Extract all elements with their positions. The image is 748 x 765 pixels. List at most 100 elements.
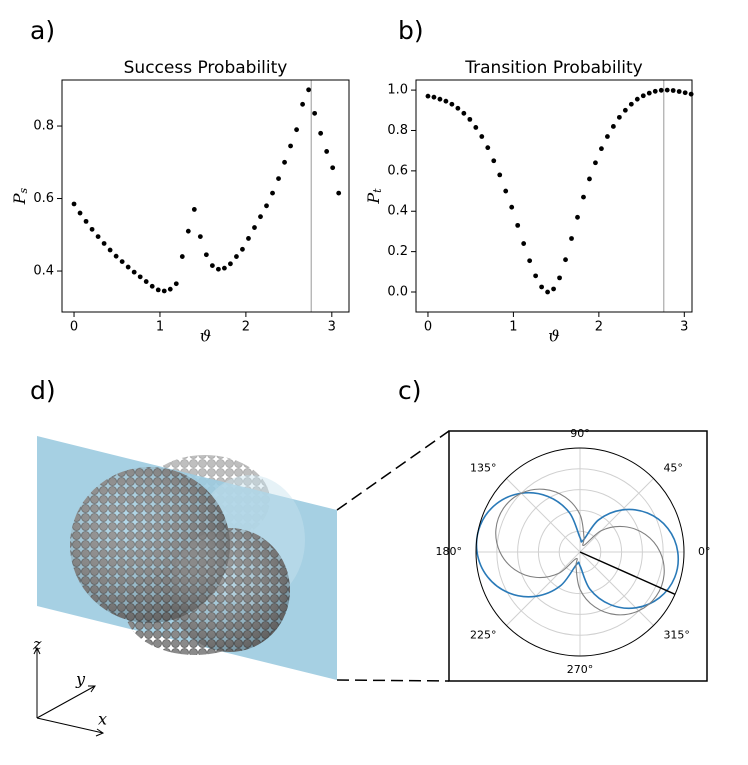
data-point	[431, 94, 437, 100]
x-axis-label: ϑ	[548, 327, 559, 346]
data-point	[131, 269, 137, 275]
axis-triad	[33, 646, 105, 737]
data-point	[330, 165, 336, 171]
data-point	[682, 90, 688, 96]
theta-tick-label: 135°	[470, 462, 497, 475]
panel-label: d)	[30, 376, 56, 405]
y-tick-label: 0.4	[33, 264, 54, 279]
x-axis-label: ϑ	[200, 327, 211, 346]
panel-label: c)	[398, 376, 422, 405]
y-axis-label: Pt	[364, 188, 385, 205]
data-point	[306, 87, 312, 93]
y-axis-label-main: P	[364, 193, 383, 205]
axes-frame	[415, 79, 693, 313]
data-point	[185, 228, 191, 234]
data-point	[676, 89, 682, 94]
axes-frame	[61, 79, 350, 313]
x-tick-label: 3	[328, 320, 336, 335]
data-point	[125, 264, 131, 270]
data-point	[425, 93, 431, 99]
data-point	[222, 265, 227, 271]
data-point	[515, 222, 521, 228]
data-point	[437, 96, 443, 102]
y-tick-label: 0.8	[33, 119, 54, 134]
y-tick-label: 0.6	[387, 163, 408, 178]
chart-title: Transition Probability	[464, 58, 642, 78]
zoom-connector	[336, 679, 450, 682]
data-point	[318, 130, 324, 136]
theta-tick-label: 270°	[567, 663, 594, 676]
data-point	[258, 214, 263, 220]
x-tick-label: 3	[680, 320, 688, 335]
data-point	[479, 134, 485, 139]
inset-frame	[448, 430, 708, 682]
axis-label: x	[98, 710, 107, 729]
data-point	[270, 190, 275, 196]
y-tick-label: 0.4	[387, 204, 408, 219]
data-point	[77, 210, 83, 216]
data-point	[658, 87, 664, 93]
y-tick-label: 0.0	[387, 285, 408, 300]
data-point	[119, 259, 125, 265]
data-point	[143, 279, 149, 284]
x-tick-label: 1	[156, 320, 164, 335]
x-tick-label: 2	[242, 320, 250, 335]
y-axis-label-sub: s	[17, 187, 30, 193]
data-point	[300, 101, 305, 107]
polar-frame	[475, 447, 685, 657]
grid-spoke	[579, 551, 654, 626]
zoom-connector	[336, 430, 450, 511]
data-point	[646, 90, 652, 96]
data-point	[605, 134, 610, 139]
data-point	[101, 241, 107, 246]
data-point	[234, 254, 239, 259]
y-tick-label: 0.6	[33, 191, 54, 206]
theta-tick-label: 45°	[663, 462, 683, 475]
data-point	[149, 283, 155, 289]
data-point	[282, 159, 287, 165]
data-point	[521, 241, 527, 246]
data-point	[113, 253, 119, 259]
grid-spoke	[579, 478, 654, 553]
data-point	[252, 225, 257, 230]
data-point	[616, 114, 622, 120]
data-point	[83, 218, 89, 224]
data-point	[137, 274, 143, 280]
data-point	[95, 234, 101, 240]
data-point	[173, 281, 179, 287]
panel-label: b)	[398, 16, 424, 45]
particle-blob	[70, 467, 290, 655]
data-point	[533, 273, 539, 279]
data-point	[527, 258, 533, 264]
data-point	[294, 127, 299, 133]
theta-tick-label: 0°	[698, 545, 711, 558]
data-point	[575, 214, 580, 220]
data-point	[539, 284, 545, 290]
data-point	[634, 96, 640, 102]
data-point	[503, 188, 509, 194]
data-point	[509, 204, 515, 210]
data-point	[569, 236, 574, 241]
theta-tick-label: 225°	[470, 628, 497, 641]
y-tick-label: 0.8	[387, 123, 408, 138]
y-tick-label: 1.0	[387, 83, 408, 98]
data-point	[610, 124, 616, 129]
data-point	[563, 257, 568, 263]
cluster-render: z y x	[32, 430, 450, 737]
y-axis-label: Ps	[10, 187, 31, 205]
data-point	[455, 105, 461, 111]
data-point	[161, 288, 167, 294]
y-axis-label-sub: t	[371, 188, 384, 193]
data-point	[209, 263, 215, 268]
data-point	[191, 207, 197, 212]
data-point	[71, 201, 77, 207]
data-point	[581, 194, 586, 200]
axis-label: y	[75, 670, 86, 689]
grid-spoke	[506, 551, 581, 626]
data-point	[89, 226, 95, 232]
theta-tick-label: 180°	[436, 545, 463, 558]
data-point	[622, 107, 628, 113]
data-point	[461, 110, 467, 116]
data-point	[336, 190, 342, 196]
